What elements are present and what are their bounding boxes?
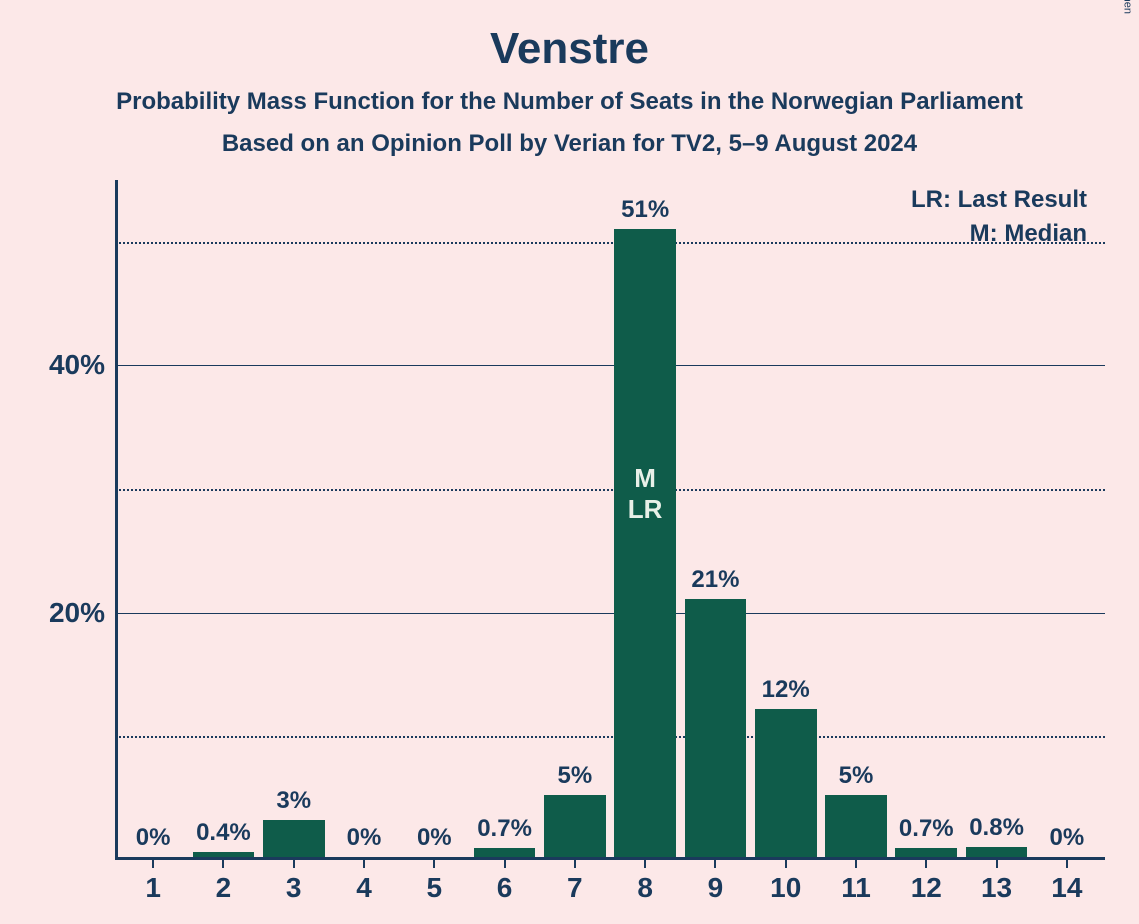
bar-value-label: 0.4% bbox=[196, 819, 251, 847]
x-tick-label: 9 bbox=[708, 872, 724, 904]
x-tick-label: 4 bbox=[356, 872, 372, 904]
bar bbox=[895, 848, 957, 857]
bar-value-label: 3% bbox=[276, 787, 311, 815]
bar-value-label: 5% bbox=[558, 762, 593, 790]
x-tick-label: 1 bbox=[145, 872, 161, 904]
bar bbox=[685, 599, 747, 857]
x-tick bbox=[1066, 860, 1068, 868]
bar-value-label: 0% bbox=[347, 824, 382, 852]
bar bbox=[966, 847, 1028, 857]
gridline-solid bbox=[115, 613, 1105, 614]
bar-value-label: 12% bbox=[762, 676, 810, 704]
plot-container: 20%40%0%10.4%23%30%40%50.7%65%751%8MLR21… bbox=[115, 180, 1105, 860]
y-axis bbox=[115, 180, 118, 860]
bar-value-label: 21% bbox=[691, 566, 739, 594]
x-tick-label: 2 bbox=[216, 872, 232, 904]
x-tick-label: 11 bbox=[841, 872, 871, 904]
x-tick bbox=[222, 860, 224, 868]
x-tick bbox=[925, 860, 927, 868]
x-axis bbox=[115, 857, 1105, 860]
gridline-dotted bbox=[115, 489, 1105, 491]
x-tick-label: 8 bbox=[637, 872, 653, 904]
chart-subtitle-1: Probability Mass Function for the Number… bbox=[0, 88, 1139, 116]
gridline-solid bbox=[115, 365, 1105, 366]
x-tick bbox=[644, 860, 646, 868]
bar-value-label: 0.8% bbox=[969, 814, 1024, 842]
x-tick-label: 13 bbox=[981, 872, 1012, 904]
x-tick bbox=[152, 860, 154, 868]
bar-value-label: 0% bbox=[417, 824, 452, 852]
chart-subtitle-2: Based on an Opinion Poll by Verian for T… bbox=[0, 130, 1139, 158]
bar-value-label: 51% bbox=[621, 196, 669, 224]
x-tick bbox=[855, 860, 857, 868]
bar bbox=[825, 795, 887, 857]
x-tick-label: 12 bbox=[911, 872, 942, 904]
bar-inner-label: MLR bbox=[628, 463, 663, 525]
y-tick-label: 20% bbox=[49, 597, 105, 629]
bar-value-label: 0% bbox=[1050, 824, 1085, 852]
x-tick-label: 5 bbox=[426, 872, 442, 904]
x-tick bbox=[574, 860, 576, 868]
bar-value-label: 0% bbox=[136, 824, 171, 852]
chart-title: Venstre bbox=[0, 0, 1139, 74]
bar bbox=[544, 795, 606, 857]
x-tick bbox=[433, 860, 435, 868]
x-tick-label: 10 bbox=[770, 872, 801, 904]
x-tick bbox=[293, 860, 295, 868]
x-tick-label: 7 bbox=[567, 872, 583, 904]
x-tick-label: 3 bbox=[286, 872, 302, 904]
bar bbox=[474, 848, 536, 857]
x-tick bbox=[363, 860, 365, 868]
legend-median: M: Median bbox=[970, 220, 1087, 248]
gridline-dotted bbox=[115, 736, 1105, 738]
x-tick bbox=[714, 860, 716, 868]
x-tick bbox=[996, 860, 998, 868]
chart-plot-area: 20%40%0%10.4%23%30%40%50.7%65%751%8MLR21… bbox=[115, 180, 1105, 860]
gridline-dotted bbox=[115, 242, 1105, 244]
bar bbox=[755, 709, 817, 857]
bar-value-label: 0.7% bbox=[477, 815, 532, 843]
x-tick bbox=[785, 860, 787, 868]
bar-value-label: 0.7% bbox=[899, 815, 954, 843]
x-tick-label: 14 bbox=[1051, 872, 1082, 904]
y-tick-label: 40% bbox=[49, 349, 105, 381]
x-tick-label: 6 bbox=[497, 872, 513, 904]
legend-last-result: LR: Last Result bbox=[911, 186, 1087, 214]
x-tick bbox=[504, 860, 506, 868]
bar bbox=[614, 229, 676, 857]
bar-value-label: 5% bbox=[839, 762, 874, 790]
bar bbox=[263, 820, 325, 857]
bar bbox=[193, 852, 255, 857]
copyright-text: © 2024 Filip van Laenen bbox=[1121, 0, 1133, 14]
